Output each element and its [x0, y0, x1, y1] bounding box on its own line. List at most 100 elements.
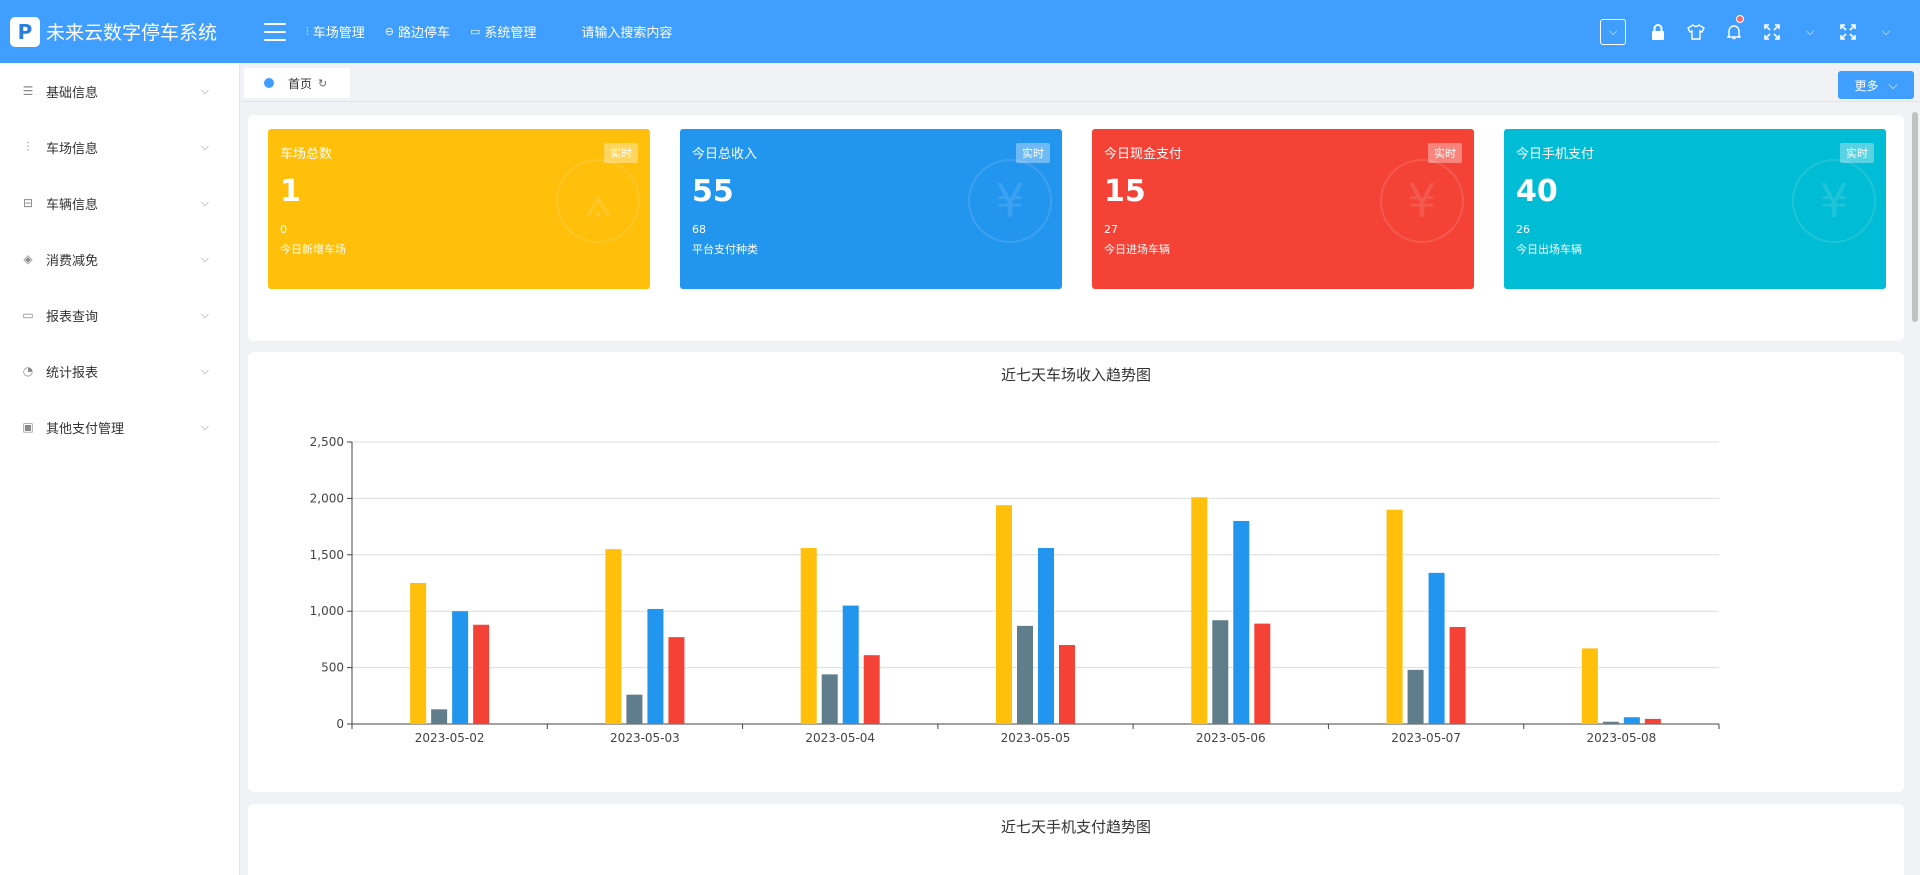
bar [605, 549, 622, 724]
monitor-icon: ▭ [470, 25, 481, 38]
bar [1386, 509, 1403, 724]
bar [1212, 620, 1229, 724]
stat-card-cash-payment: 今日现金支付 实时 15 27 今日进场车辆 ¥ [1092, 129, 1474, 289]
stats-panel: 车场总数 实时 1 0 今日新增车场 ⟑ 今日总收入 实时 55 68 平台支付… [248, 115, 1904, 341]
more-label: 更多 [1854, 78, 1879, 93]
chart-title: 近七天车场收入趋势图 [1000, 366, 1151, 384]
fullscreen-exit-icon[interactable] [1836, 20, 1860, 44]
fullscreen-icon[interactable] [1760, 20, 1784, 44]
card-sub-value: 0 [280, 223, 287, 236]
bar [668, 637, 685, 724]
chevron-down-icon: ⌵ [1608, 24, 1618, 38]
monitor-icon: ▭ [22, 308, 34, 322]
sidebar-item-vehicle-info[interactable]: ⊟ 车辆信息 ⌵ [0, 175, 239, 231]
pie-chart-icon: ◔ [22, 364, 34, 378]
stat-card-total-income: 今日总收入 实时 55 68 平台支付种类 ¥ [680, 129, 1062, 289]
card-title: 今日手机支付 [1516, 147, 1595, 162]
stat-card-mobile-payment: 今日手机支付 实时 40 26 今日出场车辆 ¥ [1504, 129, 1886, 289]
y-tick-label: 1,500 [310, 548, 344, 562]
bell-icon[interactable] [1722, 14, 1746, 44]
nav-system-management[interactable]: ▭ 系统管理 [470, 22, 536, 41]
y-tick-label: 1,000 [310, 604, 344, 618]
sidebar-item-label: 消费减免 [46, 253, 99, 269]
sidebar-item-statistics[interactable]: ◔ 统计报表 ⌵ [0, 343, 239, 399]
card-value: 1 [280, 174, 301, 209]
chart-title: 近七天手机支付趋势图 [1000, 818, 1151, 836]
sidebar-item-parking-info[interactable]: ⫶ 车场信息 ⌵ [0, 119, 239, 175]
nav-roadside-parking[interactable]: ⊖ 路边停车 [385, 22, 450, 41]
tshirt-skin-icon[interactable] [1684, 20, 1708, 44]
card-value: 15 [1104, 174, 1146, 209]
card-sub-value: 27 [1104, 223, 1118, 236]
active-dot-icon [264, 78, 274, 88]
stat-card-parking-total: 车场总数 实时 1 0 今日新增车场 ⟑ [268, 129, 650, 289]
yuan-watermark-icon: ¥ [1792, 159, 1876, 243]
search-input[interactable]: 请输入搜索内容 [581, 26, 673, 41]
yuan-watermark-icon: ¥ [968, 159, 1052, 243]
y-tick-label: 2,500 [310, 435, 344, 449]
header-actions: ⌵ ⌵ ⌵ [1600, 14, 1920, 45]
bar [1449, 626, 1466, 724]
more-button[interactable]: 更多 ⌵ [1838, 71, 1914, 99]
sidebar-item-other-payment[interactable]: ▣ 其他支付管理 ⌵ [0, 399, 239, 455]
dropdown-toggle-button[interactable]: ⌵ [1600, 18, 1626, 45]
app-title: 未来云数字停车系统 [46, 22, 218, 44]
chevron-down-icon[interactable]: ⌵ [1805, 24, 1815, 38]
y-tick-label: 2,000 [310, 491, 344, 505]
bar [1602, 721, 1619, 724]
sidebar-item-label: 车辆信息 [46, 197, 99, 213]
card-sub-value: 26 [1516, 223, 1530, 236]
nav-label: 系统管理 [484, 26, 537, 41]
card-value: 40 [1516, 174, 1558, 209]
logo-letter: P [17, 19, 33, 44]
realtime-badge: 实时 [1428, 143, 1462, 163]
app-logo[interactable]: P 未来云数字停车系统 [0, 0, 240, 63]
bar [1623, 717, 1640, 724]
sidebar-item-report-query[interactable]: ▭ 报表查询 ⌵ [0, 287, 239, 343]
card-sub-label: 平台支付种类 [692, 243, 758, 256]
nav-label: 路边停车 [397, 26, 450, 41]
income-trend-chart-panel: 近七天车场收入趋势图 0 500 1,000 1,500 2,000 2,500 2023-… [248, 352, 1904, 792]
chevron-down-icon: ⌵ [200, 308, 209, 321]
chevron-down-icon: ⌵ [200, 140, 209, 153]
bar [1233, 520, 1250, 724]
x-tick-label: 2023-05-05 [1001, 731, 1071, 745]
sidebar-item-basic-info[interactable]: ☰ 基础信息 ⌵ [0, 63, 239, 119]
watermark-icon: ⟑ [556, 159, 640, 243]
sidebar: ☰ 基础信息 ⌵ ⫶ 车场信息 ⌵ ⊟ 车辆信息 ⌵ ◈ 消费减免 ⌵ ▭ 报表… [0, 63, 240, 875]
bar [1644, 718, 1661, 724]
hamburger-menu-icon[interactable] [264, 22, 286, 41]
realtime-badge: 实时 [1016, 143, 1050, 163]
nav-label: 车场管理 [312, 26, 365, 41]
bar [996, 505, 1012, 724]
sidebar-item-label: 基础信息 [46, 85, 99, 101]
bar [1191, 497, 1208, 724]
list-icon: ☰ [22, 84, 34, 98]
x-tick-label: 2023-05-03 [610, 731, 680, 745]
tab-home[interactable]: 首页 ↻ [244, 68, 350, 98]
nav-parking-management[interactable]: ⫶ 车场管理 [306, 22, 365, 42]
sidebar-item-discount[interactable]: ◈ 消费减免 ⌵ [0, 231, 239, 287]
lock-icon[interactable] [1646, 20, 1670, 44]
sliders-icon: ⫶ [26, 139, 30, 154]
chevron-down-icon[interactable]: ⌵ [1881, 24, 1891, 38]
car-icon: ⊖ [384, 25, 394, 38]
bar [626, 694, 643, 724]
top-header: P 未来云数字停车系统 ⫶ 车场管理 ⊖ 路边停车 ▭ 系统管理 请输入搜索内容… [0, 0, 1920, 63]
sidebar-item-label: 报表查询 [46, 309, 99, 325]
chevron-down-icon: ⌵ [200, 252, 209, 265]
income-trend-chart: 0 500 1,000 1,500 2,000 2,500 2023-05-02 2023-0… [310, 435, 1720, 745]
bar [1581, 648, 1598, 724]
x-tick-label: 2023-05-07 [1391, 731, 1461, 745]
mobile-payment-chart-panel: 近七天手机支付趋势图 [248, 804, 1904, 875]
car-icon: ⊟ [22, 196, 34, 210]
tabs-bar: 首页 ↻ 更多 ⌵ [241, 63, 1920, 102]
logo-icon: P [10, 16, 40, 47]
bar [1017, 625, 1033, 724]
sidebar-item-label: 其他支付管理 [46, 421, 125, 437]
refresh-icon[interactable]: ↻ [318, 76, 328, 90]
chevron-down-icon: ⌵ [200, 84, 209, 97]
page-scrollbar[interactable] [1912, 112, 1918, 322]
card-value: 55 [692, 174, 734, 209]
card-title: 今日现金支付 [1104, 147, 1183, 162]
